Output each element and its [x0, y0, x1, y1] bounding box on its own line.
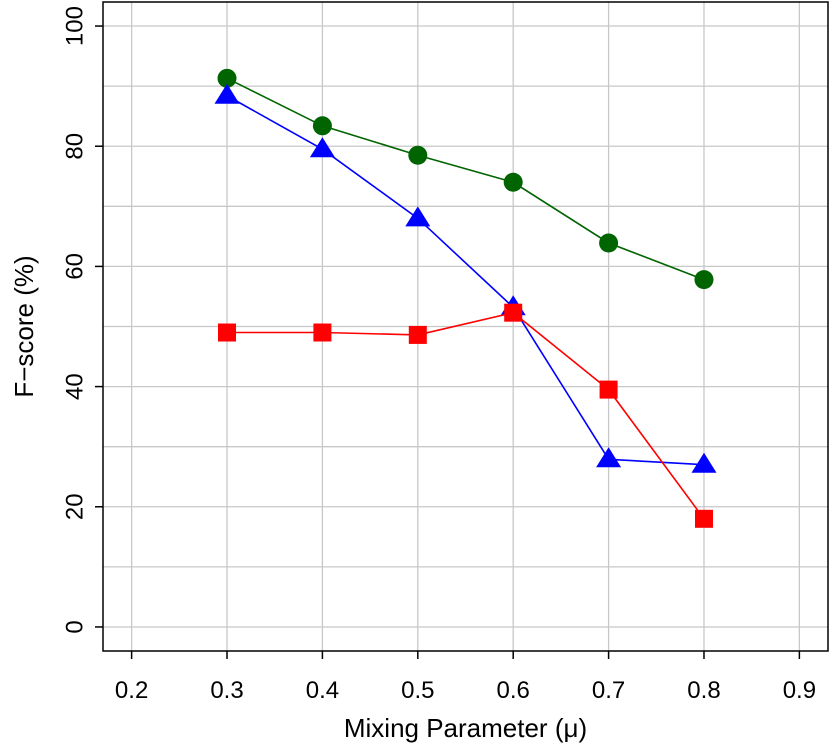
- data-point: [504, 303, 523, 322]
- data-point: [503, 172, 523, 192]
- series-triangle: [214, 83, 717, 473]
- x-tick-label: 0.2: [115, 677, 148, 704]
- series-line: [227, 311, 705, 520]
- x-tick-label: 0.7: [592, 677, 625, 704]
- data-point: [214, 83, 240, 104]
- y-tick-label: 60: [62, 253, 89, 280]
- series-line: [226, 77, 705, 281]
- x-tick-label: 0.3: [210, 677, 243, 704]
- y-axis-title: F−score (%): [9, 255, 39, 397]
- data-point: [405, 206, 431, 227]
- data-point: [408, 325, 427, 344]
- data-point: [694, 509, 713, 528]
- data-point: [408, 145, 428, 165]
- x-tick-label: 0.9: [783, 677, 816, 704]
- y-tick-label: 0: [62, 620, 89, 633]
- x-tick-label: 0.8: [687, 677, 720, 704]
- series-circle: [217, 68, 714, 290]
- data-point: [694, 270, 714, 290]
- y-tick-label: 20: [62, 493, 89, 520]
- plot-frame: [102, 1, 829, 652]
- series-square: [218, 303, 713, 528]
- y-tick-label: 100: [62, 6, 89, 46]
- grid: [103, 2, 828, 651]
- y-tick-label: 80: [62, 133, 89, 160]
- y-tick-label: 40: [62, 373, 89, 400]
- y-axis: 0 20 40 60 80 100: [62, 6, 103, 634]
- data-point: [599, 380, 618, 399]
- x-tick-label: 0.4: [306, 677, 339, 704]
- data-point: [218, 323, 237, 342]
- series: [214, 68, 717, 528]
- data-point: [309, 137, 335, 158]
- data-point: [217, 68, 237, 88]
- data-point: [599, 233, 619, 253]
- x-axis: 0.2 0.3 0.4 0.5 0.6 0.7 0.8 0.9: [115, 651, 816, 704]
- x-tick-label: 0.6: [497, 677, 530, 704]
- data-point: [596, 447, 622, 468]
- x-tick-label: 0.5: [401, 677, 434, 704]
- data-point: [313, 323, 332, 342]
- data-point: [312, 116, 332, 136]
- data-point: [691, 452, 717, 473]
- x-axis-title: Mixing Parameter (μ): [344, 713, 587, 743]
- series-line: [226, 95, 705, 466]
